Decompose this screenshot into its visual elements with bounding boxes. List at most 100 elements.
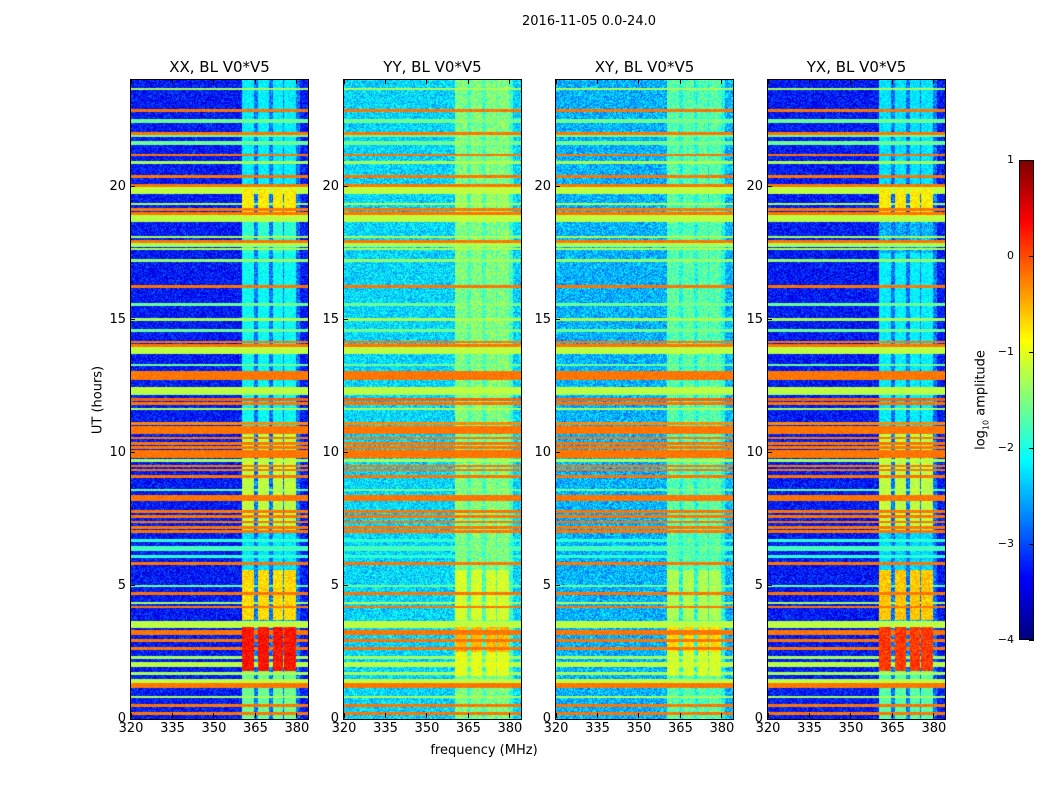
- colorbar-tick-label: −3: [997, 537, 1014, 550]
- x-tick: [555, 713, 557, 718]
- y-tick: [130, 718, 135, 720]
- x-tick-top: [426, 79, 428, 84]
- colorbar-tick: [1029, 447, 1034, 449]
- panel-title: XY, BL V0*V5: [594, 58, 695, 76]
- colorbar-tick-label: −1: [997, 345, 1014, 358]
- x-tick-top: [130, 79, 132, 84]
- x-axis-label: frequency (MHz): [430, 743, 538, 758]
- y-tick: [555, 585, 560, 587]
- x-tick: [296, 713, 298, 718]
- x-tick: [679, 713, 681, 718]
- colorbar-tick-label: −4: [997, 633, 1014, 646]
- x-tick-label: 320: [543, 721, 569, 736]
- x-tick-top: [891, 79, 893, 84]
- y-tick: [767, 718, 772, 720]
- x-tick: [808, 713, 810, 718]
- y-tick-label: 10: [534, 444, 551, 460]
- panel-frame: [555, 79, 734, 720]
- colorbar-tick-label: 0: [1007, 249, 1014, 262]
- y-tick-label: 15: [109, 311, 126, 327]
- heatmap-image: [344, 80, 521, 719]
- y-tick-label: 5: [542, 577, 551, 593]
- y-tick-label: 20: [109, 178, 126, 194]
- x-tick: [933, 713, 935, 718]
- colorbar-tick: [1029, 639, 1034, 641]
- y-tick: [343, 585, 348, 587]
- x-tick-top: [467, 79, 469, 84]
- colorbar-tick: [1029, 351, 1034, 353]
- x-tick-label: 350: [838, 721, 864, 736]
- x-tick-label: 380: [921, 721, 947, 736]
- x-tick: [213, 713, 215, 718]
- x-tick: [638, 713, 640, 718]
- colorbar-tick: [1029, 543, 1034, 545]
- heatmap-image: [768, 80, 945, 719]
- x-tick-label: 320: [331, 721, 357, 736]
- x-tick-top: [679, 79, 681, 84]
- x-tick: [891, 713, 893, 718]
- panel-title: YX, BL V0*V5: [806, 58, 907, 76]
- y-tick: [130, 452, 135, 454]
- y-tick-label: 20: [534, 178, 551, 194]
- y-tick-label: 15: [534, 311, 551, 327]
- y-tick: [343, 186, 348, 187]
- x-tick: [850, 713, 852, 718]
- x-tick-label: 320: [755, 721, 781, 736]
- x-tick-top: [933, 79, 935, 84]
- colorbar: [1019, 160, 1034, 640]
- panel-title: YY, BL V0*V5: [383, 58, 482, 76]
- x-tick-top: [296, 79, 298, 84]
- x-tick-top: [596, 79, 598, 84]
- panel-frame: [767, 79, 946, 720]
- x-tick: [130, 713, 132, 718]
- y-tick-label: 5: [117, 577, 126, 593]
- y-tick: [130, 585, 135, 587]
- colorbar-tick-label: −2: [997, 441, 1014, 454]
- y-tick: [130, 186, 135, 187]
- heatmap-image: [556, 80, 733, 719]
- x-tick-top: [555, 79, 557, 84]
- panel-title: XX, BL V0*V5: [169, 58, 270, 76]
- y-axis-label: UT (hours): [90, 365, 106, 435]
- y-tick-label: 10: [322, 444, 339, 460]
- x-tick: [767, 713, 769, 718]
- y-tick: [555, 319, 560, 321]
- x-tick: [384, 713, 386, 718]
- colorbar-tick-label: 1: [1007, 153, 1014, 166]
- panel-frame: [130, 79, 309, 720]
- y-tick: [343, 319, 348, 321]
- x-tick-label: 335: [585, 721, 610, 736]
- x-tick: [426, 713, 428, 718]
- x-tick-top: [808, 79, 810, 84]
- y-tick-label: 15: [746, 311, 763, 327]
- x-tick-label: 365: [243, 721, 268, 736]
- x-tick-top: [509, 79, 511, 84]
- x-tick-label: 320: [118, 721, 144, 736]
- y-tick-label: 20: [322, 178, 339, 194]
- x-tick-top: [767, 79, 769, 84]
- figure-title: 2016-11-05 0.0-24.0: [522, 14, 656, 29]
- y-tick: [343, 452, 348, 454]
- y-tick: [130, 319, 135, 321]
- y-tick: [343, 718, 348, 720]
- y-tick: [555, 186, 560, 187]
- x-tick-label: 335: [373, 721, 398, 736]
- x-tick-label: 350: [201, 721, 227, 736]
- x-tick: [254, 713, 256, 718]
- x-tick-top: [171, 79, 173, 84]
- spectrogram-panel: YX, BL V0*V5 320 335 350 365 380 0 5 10 15 20: [746, 58, 946, 736]
- x-tick-top: [254, 79, 256, 84]
- x-tick: [171, 713, 173, 718]
- x-tick-label: 365: [668, 721, 693, 736]
- x-tick-label: 380: [709, 721, 735, 736]
- y-tick-label: 0: [754, 711, 763, 726]
- y-tick: [767, 186, 772, 187]
- x-tick-top: [638, 79, 640, 84]
- x-tick-label: 335: [160, 721, 185, 736]
- y-tick-label: 0: [542, 711, 551, 726]
- y-tick-label: 0: [330, 711, 339, 726]
- y-tick-label: 20: [746, 178, 763, 194]
- spectrogram-panel: XX, BL V0*V5 320 335 350 365 380 0 5 10 15 20: [109, 58, 309, 736]
- y-tick-label: 0: [117, 711, 126, 726]
- heatmap-image: [131, 80, 308, 719]
